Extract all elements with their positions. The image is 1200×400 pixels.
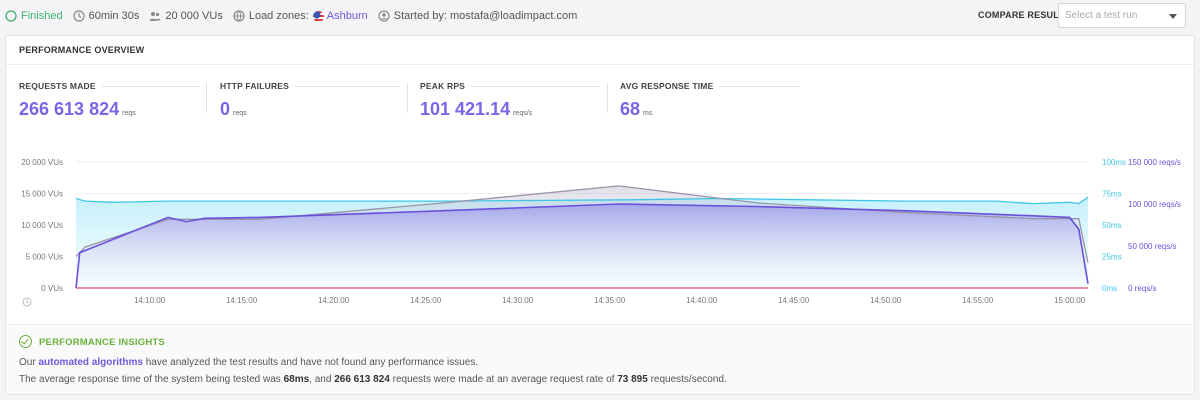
y-tick-label-vus: 10 000 VUs [21,221,63,230]
status-badge: Finished [5,10,63,22]
rps-line [75,203,1089,289]
stat-value: 68 [620,99,641,119]
duration: 60min 30s [72,10,140,22]
load-zones-label: Load zones: [248,10,309,22]
y-tick-label-vus: 0 VUs [41,284,63,293]
clock-icon [72,10,85,22]
load-zones: Load zones: Ashburn [233,10,368,22]
x-tick-label: 14:30:00 [502,296,534,305]
y-tick-label-rps: 50 000 reqs/s [1128,242,1176,251]
test-run-header: Finished 60min 30s 20 000 VUs Load zones… [0,0,1200,32]
y-tick-label-rps: 100 000 reqs/s [1128,200,1181,209]
divider [607,83,608,113]
duration-text: 60min 30s [88,10,140,22]
stat-value: 266 613 824 [19,99,120,119]
x-tick-label: 14:55:00 [962,296,994,305]
stat-requests-made: REQUESTS MADE 266 613 824 reqs [19,81,199,120]
total-requests-value: 266 613 824 [334,374,390,385]
stat-http-failures: HTTP FAILURES 0 reqs [220,81,400,120]
compare-select-placeholder: Select a test run [1065,10,1138,21]
y-tick-label-vus: 5 000 VUs [26,253,63,262]
stat-label: PEAK RPS [420,81,466,91]
y-tick-label-response-time: 100ms [1102,158,1126,167]
divider [206,83,207,113]
divider [6,64,1194,65]
load-zone-link[interactable]: Ashburn [326,10,368,22]
stat-unit: reqs [122,110,136,117]
insights-line-1: Our automated algorithms have analyzed t… [19,357,479,368]
us-flag-icon [312,10,324,22]
x-tick-label: 14:45:00 [778,296,810,305]
automated-algorithms-link[interactable]: automated algorithms [38,357,143,368]
y-tick-label-rps: 0 reqs/s [1128,284,1156,293]
check-circle-icon [19,335,32,348]
divider [407,83,408,113]
y-tick-label-response-time: 50ms [1102,221,1122,230]
x-tick-label: 14:10:00 [134,296,166,305]
insights-title: PERFORMANCE INSIGHTS [39,337,165,348]
insights-line-2: The average response time of the system … [19,374,727,385]
y-tick-label-vus: 15 000 VUs [21,190,63,199]
stat-unit: ms [643,110,653,117]
compare-test-run-select[interactable]: Select a test run [1058,3,1186,28]
performance-overview-panel: PERFORMANCE OVERVIEW REQUESTS MADE 266 6… [5,35,1195,395]
stat-value: 0 [220,99,231,119]
user-icon [378,10,390,22]
stat-unit: reqs/s [513,110,533,117]
y-tick-label-rps: 150 000 reqs/s [1128,158,1181,167]
x-tick-label: 14:50:00 [870,296,902,305]
x-tick-label: 14:25:00 [410,296,442,305]
started-by: Started by: mostafa@loadimpact.com [378,10,578,22]
y-tick-label-response-time: 25ms [1102,253,1122,262]
x-tick-label: 14:20:00 [318,296,350,305]
started-by-text: Started by: mostafa@loadimpact.com [393,10,578,22]
x-tick-label: 14:40:00 [686,296,718,305]
stat-value: 101 421.14 [420,99,511,119]
virtual-users: 20 000 VUs [149,10,223,22]
stat-label: AVG RESPONSE TIME [620,81,714,91]
chevron-down-icon [1169,14,1177,19]
y-tick-label-vus: 20 000 VUs [21,158,63,167]
stat-peak-rps: PEAK RPS 101 421.14 reqs/s [420,81,600,120]
x-tick-label: 15:00:00 [1054,296,1086,305]
y-tick-label-response-time: 0ms [1102,284,1117,293]
stat-label: HTTP FAILURES [220,81,290,91]
compare-result-label: COMPARE RESULT [978,10,1064,20]
status-text: Finished [21,10,63,22]
rps-area [76,204,1088,288]
avg-rate-value: 73 895 [617,374,648,385]
clock-icon [22,297,32,307]
vus-text: 20 000 VUs [165,10,223,22]
finished-icon [5,10,17,22]
performance-insights: PERFORMANCE INSIGHTS Our automated algor… [6,324,1194,394]
panel-title: PERFORMANCE OVERVIEW [19,45,145,55]
x-tick-label: 14:15:00 [226,296,258,305]
users-icon [149,12,161,21]
avg-response-value: 68ms [283,374,310,385]
stat-label: REQUESTS MADE [19,81,96,91]
globe-icon [233,10,245,22]
x-tick-label: 14:35:00 [594,296,626,305]
stat-avg-response-time: AVG RESPONSE TIME 68 ms [620,81,800,120]
y-tick-label-response-time: 75ms [1102,190,1122,199]
performance-chart[interactable]: 0 VUs 5 000 VUs 10 000 VUs 15 000 VUs 20 000… [6,151,1194,321]
stat-unit: reqs [233,110,247,117]
